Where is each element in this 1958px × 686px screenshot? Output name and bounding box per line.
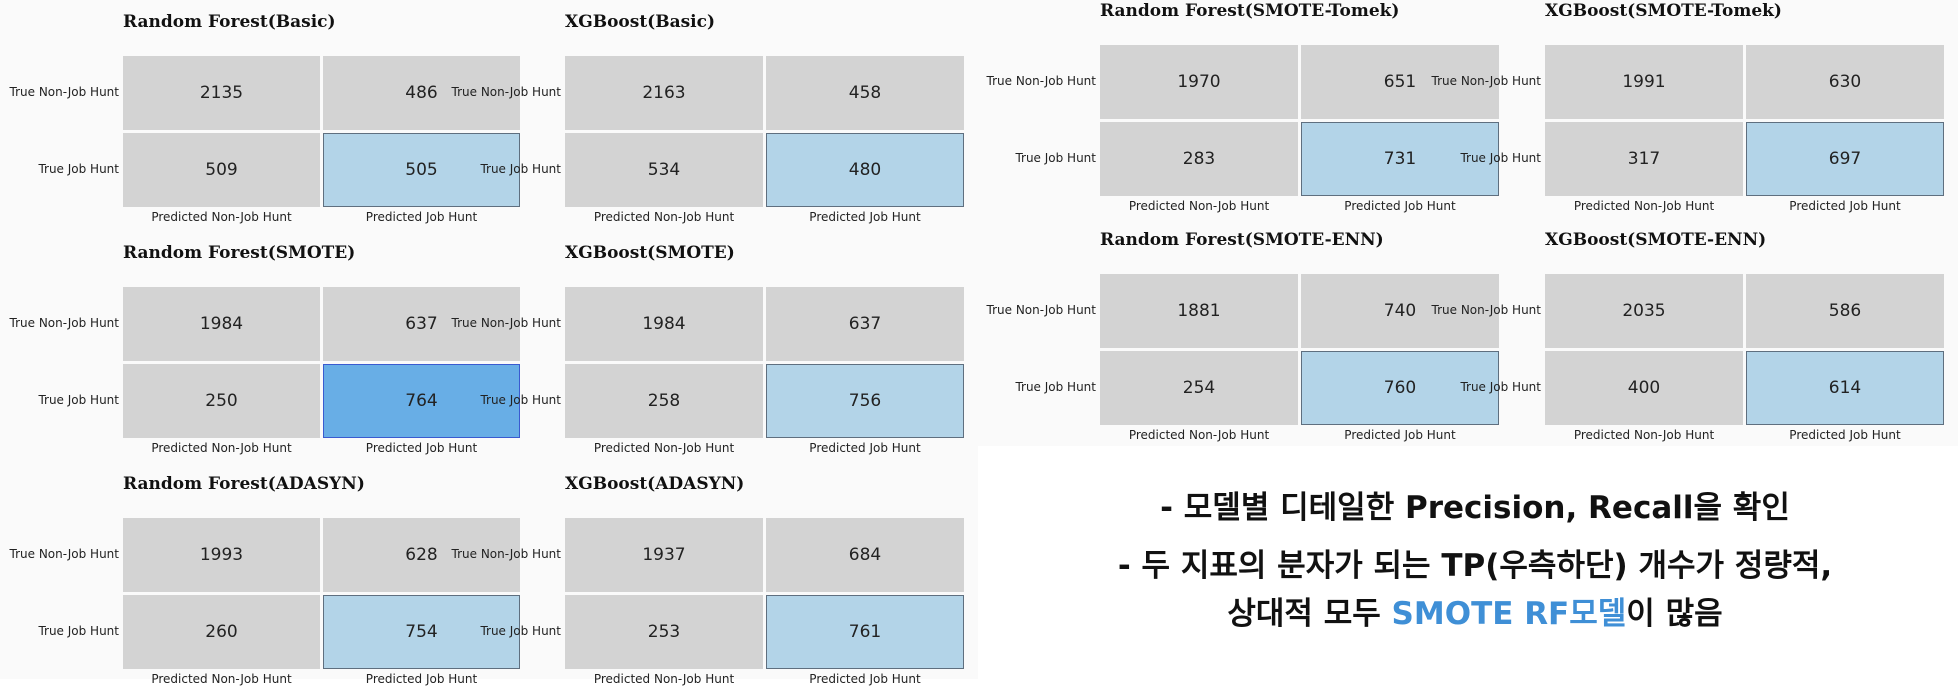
matrix-cell: 1991 xyxy=(1545,45,1743,119)
matrix-cell: 260 xyxy=(123,595,320,669)
col-label: Predicted Job Hunt xyxy=(1789,428,1901,442)
matrix-cell: 400 xyxy=(1545,351,1743,425)
row-label: True Job Hunt xyxy=(1460,151,1541,165)
matrix-cell: 731 xyxy=(1301,122,1499,196)
matrix-cell: 2135 xyxy=(123,56,320,130)
col-label: Predicted Non-Job Hunt xyxy=(151,210,292,224)
matrix-title: XGBoost(SMOTE-ENN) xyxy=(1545,230,1767,250)
note-line-3-highlight: SMOTE RF모델 xyxy=(1391,596,1627,632)
col-label: Predicted Non-Job Hunt xyxy=(593,210,735,224)
row-label: True Non-Job Hunt xyxy=(9,547,119,561)
row-label: True Job Hunt xyxy=(1015,151,1096,165)
matrix-cell: 760 xyxy=(1301,351,1499,425)
matrix-cell: 480 xyxy=(766,133,964,207)
row-label: True Job Hunt xyxy=(1460,380,1541,394)
matrix-cell: 509 xyxy=(123,133,320,207)
note-line-3-prefix: 상대적 모두 xyxy=(1227,596,1392,632)
matrix-cell: 684 xyxy=(766,518,964,592)
col-label: Predicted Job Hunt xyxy=(365,672,478,686)
matrix-title: Random Forest(Basic) xyxy=(123,12,336,32)
matrix-cell: 253 xyxy=(565,595,763,669)
row-label: True Non-Job Hunt xyxy=(9,85,119,99)
matrix-cell: 1970 xyxy=(1100,45,1298,119)
matrix-cell: 2035 xyxy=(1545,274,1743,348)
col-label: Predicted Job Hunt xyxy=(365,210,478,224)
matrix-cell: 1984 xyxy=(565,287,763,361)
matrix-cell: 630 xyxy=(1746,45,1944,119)
row-label: True Non-Job Hunt xyxy=(1431,303,1541,317)
note-line-3: 상대적 모두 SMOTE RF모델이 많음 xyxy=(1000,590,1950,638)
matrix-title: Random Forest(SMOTE-Tomek) xyxy=(1100,1,1400,21)
row-label: True Job Hunt xyxy=(38,624,119,638)
row-label: True Job Hunt xyxy=(1015,380,1096,394)
matrix-cell: 317 xyxy=(1545,122,1743,196)
matrix-title: XGBoost(ADASYN) xyxy=(565,474,745,494)
col-label: Predicted Non-Job Hunt xyxy=(1573,199,1715,213)
col-label: Predicted Non-Job Hunt xyxy=(1128,199,1270,213)
row-label: True Job Hunt xyxy=(480,624,561,638)
matrix-cell: 1984 xyxy=(123,287,320,361)
row-label: True Non-Job Hunt xyxy=(9,316,119,330)
matrix-cell: 697 xyxy=(1746,122,1944,196)
note-line-3-suffix: 이 많음 xyxy=(1626,596,1723,632)
matrix-cell: 254 xyxy=(1100,351,1298,425)
matrix-cell: 458 xyxy=(766,56,964,130)
matrix-cell: 637 xyxy=(766,287,964,361)
matrix-cell: 740 xyxy=(1301,274,1499,348)
matrix-title: Random Forest(ADASYN) xyxy=(123,474,365,494)
col-label: Predicted Non-Job Hunt xyxy=(151,441,292,455)
matrix-cell: 614 xyxy=(1746,351,1944,425)
matrix-title: XGBoost(SMOTE) xyxy=(565,243,735,263)
row-label: True Non-Job Hunt xyxy=(986,74,1096,88)
matrix-title: XGBoost(Basic) xyxy=(565,12,716,32)
col-label: Predicted Job Hunt xyxy=(1344,199,1456,213)
col-label: Predicted Job Hunt xyxy=(1789,199,1901,213)
col-label: Predicted Non-Job Hunt xyxy=(151,672,292,686)
row-label: True Non-Job Hunt xyxy=(451,547,561,561)
matrix-title: Random Forest(SMOTE) xyxy=(123,243,356,263)
row-label: True Job Hunt xyxy=(38,393,119,407)
col-label: Predicted Job Hunt xyxy=(809,672,921,686)
row-label: True Job Hunt xyxy=(38,162,119,176)
matrix-cell: 2163 xyxy=(565,56,763,130)
matrix-cell: 534 xyxy=(565,133,763,207)
matrix-cell: 761 xyxy=(766,595,964,669)
matrix-cell: 637 xyxy=(323,287,520,361)
col-label: Predicted Non-Job Hunt xyxy=(593,672,735,686)
matrix-title: Random Forest(SMOTE-ENN) xyxy=(1100,230,1384,250)
matrix-cell: 283 xyxy=(1100,122,1298,196)
matrix-cell: 1993 xyxy=(123,518,320,592)
col-label: Predicted Non-Job Hunt xyxy=(1573,428,1715,442)
row-label: True Non-Job Hunt xyxy=(1431,74,1541,88)
matrix-cell: 754 xyxy=(323,595,520,669)
row-label: True Job Hunt xyxy=(480,162,561,176)
col-label: Predicted Job Hunt xyxy=(809,210,921,224)
matrix-cell: 756 xyxy=(766,364,964,438)
col-label: Predicted Job Hunt xyxy=(809,441,921,455)
matrix-cell: 764 xyxy=(323,364,520,438)
matrix-cell: 1937 xyxy=(565,518,763,592)
matrix-cell: 651 xyxy=(1301,45,1499,119)
matrix-cell: 258 xyxy=(565,364,763,438)
col-label: Predicted Non-Job Hunt xyxy=(1128,428,1270,442)
matrix-cell: 250 xyxy=(123,364,320,438)
matrix-cell: 628 xyxy=(323,518,520,592)
row-label: True Job Hunt xyxy=(480,393,561,407)
matrix-cell: 586 xyxy=(1746,274,1944,348)
row-label: True Non-Job Hunt xyxy=(451,316,561,330)
col-label: Predicted Job Hunt xyxy=(365,441,478,455)
matrix-cell: 505 xyxy=(323,133,520,207)
matrix-cell: 1881 xyxy=(1100,274,1298,348)
row-label: True Non-Job Hunt xyxy=(986,303,1096,317)
row-label: True Non-Job Hunt xyxy=(451,85,561,99)
note-line-2: - 두 지표의 분자가 되는 TP(우측하단) 개수가 정량적, xyxy=(1117,548,1833,584)
notes-block: - 모델별 디테일한 Precision, Recall을 확인 - 두 지표의… xyxy=(1000,484,1950,638)
note-line-1: - 모델별 디테일한 Precision, Recall을 확인 xyxy=(1160,490,1790,526)
matrix-cell: 486 xyxy=(323,56,520,130)
col-label: Predicted Non-Job Hunt xyxy=(593,441,735,455)
matrix-title: XGBoost(SMOTE-Tomek) xyxy=(1545,1,1782,21)
col-label: Predicted Job Hunt xyxy=(1344,428,1456,442)
